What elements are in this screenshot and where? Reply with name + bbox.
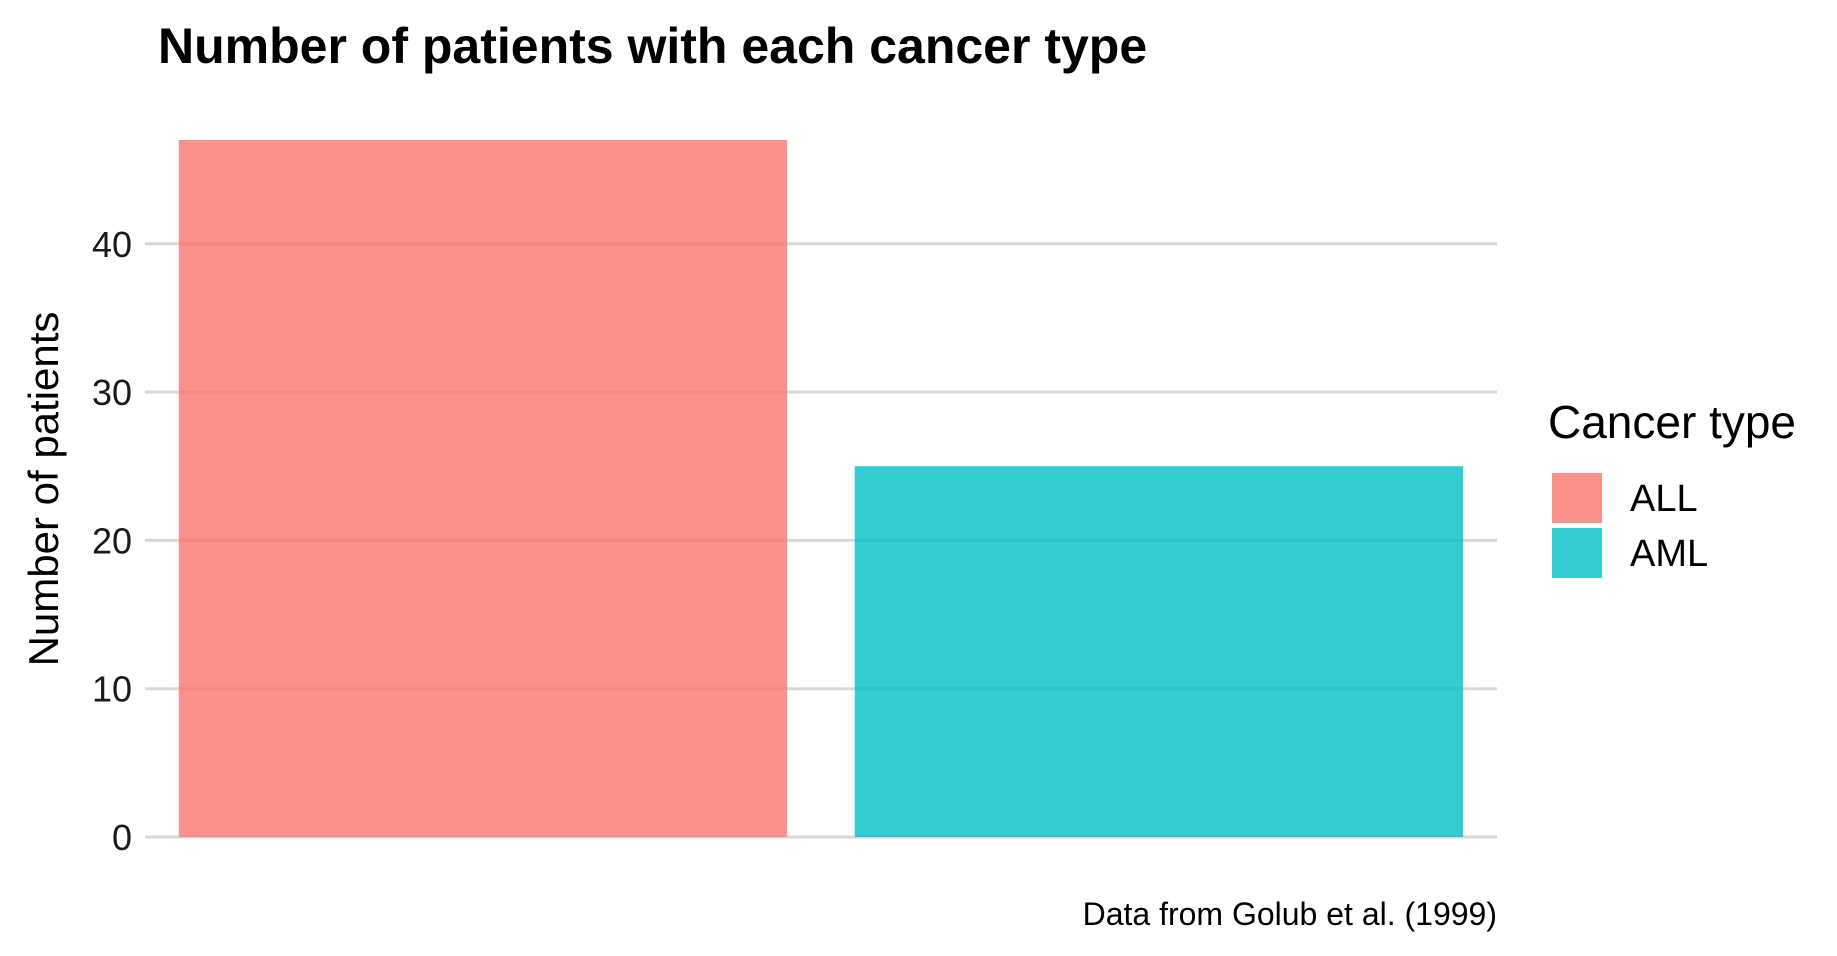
- y-tick-label-20: 20: [92, 520, 132, 561]
- bar-aml: [854, 466, 1464, 837]
- legend-title: Cancer type: [1548, 396, 1796, 448]
- bars: [178, 140, 1464, 837]
- y-axis-ticks: 0 10 20 30 40: [92, 224, 132, 858]
- y-tick-label-10: 10: [92, 669, 132, 710]
- legend-key-aml: [1552, 528, 1602, 578]
- bar-all: [178, 140, 788, 837]
- legend-label-aml: AML: [1630, 533, 1708, 575]
- y-tick-label-30: 30: [92, 372, 132, 413]
- caption: Data from Golub et al. (1999): [1083, 896, 1497, 932]
- legend-key-all: [1552, 473, 1602, 523]
- y-tick-label-40: 40: [92, 224, 132, 265]
- legend: Cancer type ALL AML: [1548, 396, 1796, 578]
- chart-title: Number of patients with each cancer type: [158, 18, 1147, 74]
- y-tick-label-0: 0: [112, 817, 132, 858]
- legend-label-all: ALL: [1630, 478, 1698, 520]
- y-axis-label: Number of patients: [20, 312, 67, 667]
